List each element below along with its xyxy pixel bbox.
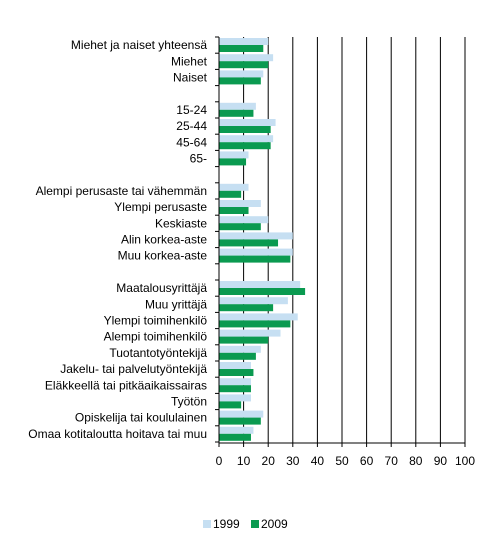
- bar-2009: [219, 77, 261, 85]
- bar-1999: [219, 102, 256, 110]
- x-tick-label: 20: [262, 454, 276, 468]
- x-tick-label: 80: [409, 454, 423, 468]
- x-tick-label: 70: [385, 454, 399, 468]
- x-tick-label: 0: [216, 454, 223, 468]
- bar-2009: [219, 190, 242, 198]
- bar-1999: [219, 345, 261, 353]
- bar-2009: [219, 61, 269, 69]
- bar-1999: [219, 216, 269, 224]
- gridlines: [243, 37, 466, 443]
- bar-1999: [219, 426, 254, 434]
- x-tick-label: 50: [335, 454, 349, 468]
- category-label: Opiskelija tai koululainen: [75, 411, 207, 425]
- bar-2009: [219, 417, 261, 425]
- bar-1999: [219, 329, 281, 337]
- x-tick-label: 30: [286, 454, 300, 468]
- legend: 1999 2009: [203, 517, 288, 531]
- bar-1999: [219, 183, 249, 191]
- category-label: Muu yrittäjä: [145, 297, 207, 311]
- category-label: Alempi toimihenkilö: [104, 330, 208, 344]
- bar-2009: [219, 352, 256, 360]
- category-label: 15-24: [176, 103, 207, 117]
- bar-1999: [219, 281, 301, 288]
- category-label: 25-44: [176, 119, 207, 133]
- bar-2009: [219, 288, 306, 295]
- bar-2009: [219, 255, 291, 263]
- x-tick-labels: 0 10 20 30 40 50 60 70 80 90 100: [216, 454, 476, 468]
- bar-2009: [219, 336, 269, 344]
- category-label: Miehet ja naiset yhteensä: [71, 38, 207, 52]
- category-label: Alin korkea-aste: [121, 233, 207, 247]
- bar-2009: [219, 207, 249, 214]
- bar-1999: [219, 248, 293, 256]
- bar-1999: [219, 135, 274, 143]
- category-label: Maatalousyrittäjä: [116, 281, 207, 295]
- bar-2009: [219, 385, 251, 393]
- bar-2009: [219, 320, 291, 328]
- category-label: Keskiaste: [155, 216, 207, 230]
- x-tick-label: 100: [455, 454, 475, 468]
- category-label: Työtön: [171, 395, 207, 409]
- legend-swatch-1999: [203, 520, 211, 528]
- bar-1999: [219, 151, 249, 159]
- category-label: Miehet: [171, 54, 208, 68]
- x-tick-label: 10: [237, 454, 251, 468]
- category-label: Jakelu- tai palvelutyöntekijä: [60, 362, 207, 376]
- bar-2009: [219, 142, 271, 150]
- category-label: Omaa kotitaloutta hoitava tai muu: [28, 427, 207, 441]
- category-label: Ylempi perusaste: [114, 200, 207, 214]
- category-label: Tuotantotyöntekijä: [109, 346, 207, 360]
- category-label: Muu korkea-aste: [118, 249, 208, 263]
- bar-1999: [219, 297, 288, 305]
- bar-1999: [219, 54, 274, 62]
- bar-2009: [219, 304, 274, 312]
- bar-2009: [219, 239, 279, 247]
- legend-swatch-2009: [251, 520, 259, 528]
- bar-2009: [219, 401, 242, 409]
- bar-1999: [219, 200, 261, 207]
- bar-1999: [219, 378, 251, 386]
- legend-label-1999: 1999: [213, 517, 240, 531]
- bar-1999: [219, 232, 293, 240]
- bar-2009: [219, 126, 271, 133]
- axes: [215, 36, 466, 447]
- bars: [219, 38, 306, 441]
- bar-2009: [219, 45, 264, 52]
- bar-1999: [219, 362, 251, 369]
- legend-label-2009: 2009: [261, 517, 288, 531]
- bar-2009: [219, 433, 251, 441]
- x-tick-label: 90: [434, 454, 448, 468]
- bar-1999: [219, 70, 264, 78]
- x-tick-label: 40: [311, 454, 325, 468]
- category-label: 45-64: [176, 135, 207, 149]
- bar-1999: [219, 394, 251, 402]
- category-label: Eläkkeellä tai pitkäaikaissairas: [45, 378, 207, 392]
- bar-2009: [219, 109, 254, 117]
- bar-1999: [219, 38, 269, 45]
- bar-1999: [219, 119, 276, 126]
- category-label: Alempi perusaste tai vähemmän: [36, 184, 207, 198]
- bar-1999: [219, 410, 264, 418]
- category-labels: Miehet ja naiset yhteensä Miehet Naiset 15-…: [28, 38, 207, 441]
- bar-1999: [219, 313, 298, 321]
- x-tick-label: 60: [360, 454, 374, 468]
- bar-2009: [219, 369, 254, 376]
- category-label: Ylempi toimihenkilö: [104, 314, 208, 328]
- bar-2009: [219, 223, 261, 231]
- category-label: Naiset: [173, 71, 208, 85]
- bar-2009: [219, 158, 247, 166]
- category-label: 65-: [190, 152, 207, 166]
